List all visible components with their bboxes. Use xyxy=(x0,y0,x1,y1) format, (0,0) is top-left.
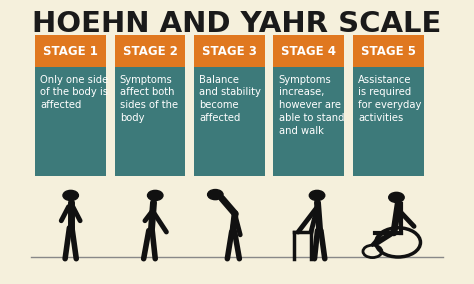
Text: Symptoms
affect both
sides of the
body: Symptoms affect both sides of the body xyxy=(120,74,178,123)
Bar xyxy=(115,35,185,68)
Bar xyxy=(353,35,424,176)
Text: HOEHN AND YAHR SCALE: HOEHN AND YAHR SCALE xyxy=(32,10,442,38)
Bar xyxy=(115,35,185,176)
Circle shape xyxy=(147,190,163,201)
Text: Balance
and stability
become
affected: Balance and stability become affected xyxy=(199,74,261,123)
Text: STAGE 4: STAGE 4 xyxy=(282,45,337,58)
Text: Assistance
is required
for everyday
activities: Assistance is required for everyday acti… xyxy=(358,74,421,123)
Text: Symptoms
increase,
however are
able to stand
and walk: Symptoms increase, however are able to s… xyxy=(279,74,344,136)
Circle shape xyxy=(389,192,404,202)
Bar xyxy=(35,35,106,176)
Text: STAGE 5: STAGE 5 xyxy=(361,45,416,58)
Bar xyxy=(273,35,344,68)
Text: STAGE 1: STAGE 1 xyxy=(43,45,98,58)
Circle shape xyxy=(208,189,223,200)
Circle shape xyxy=(63,190,78,201)
Bar xyxy=(273,35,344,176)
Text: STAGE 2: STAGE 2 xyxy=(123,45,178,58)
Bar xyxy=(194,35,265,176)
Circle shape xyxy=(310,190,325,201)
Text: Only one side
of the body is
affected: Only one side of the body is affected xyxy=(40,74,109,110)
Bar xyxy=(194,35,265,68)
Text: STAGE 3: STAGE 3 xyxy=(202,45,257,58)
Bar xyxy=(35,35,106,68)
Bar xyxy=(353,35,424,68)
